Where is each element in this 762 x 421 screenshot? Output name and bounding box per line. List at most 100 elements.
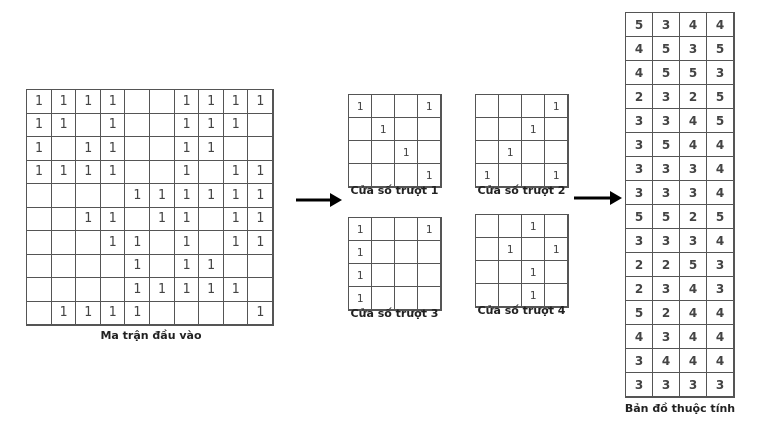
window-cell <box>394 117 418 141</box>
window-cell: 1 <box>521 260 545 284</box>
window-cell: 1 <box>348 217 372 241</box>
input-matrix-cell <box>124 89 150 114</box>
window-cell <box>544 214 568 238</box>
feature-map-cell: 4 <box>679 108 707 133</box>
feature-map-cell: 3 <box>652 84 680 109</box>
feature-map-cell: 3 <box>625 132 653 157</box>
feature-map-cell: 3 <box>652 228 680 253</box>
window-cell <box>498 117 522 141</box>
input-matrix-cell <box>198 206 224 231</box>
input-matrix-cell <box>148 230 175 255</box>
window-cell <box>417 263 441 287</box>
input-matrix-cell: 1 <box>26 136 52 161</box>
input-matrix-cell: 1 <box>198 112 224 137</box>
input-matrix-cell: 1 <box>99 300 126 325</box>
window-cell: 1 <box>417 163 441 187</box>
window-cell <box>544 283 568 307</box>
input-matrix-cell <box>26 300 52 325</box>
window-cell: 1 <box>371 117 395 141</box>
feature-map-cell: 3 <box>679 372 707 397</box>
feature-map-cell: 4 <box>679 12 707 37</box>
feature-map-cell: 5 <box>652 36 680 61</box>
feature-map-cell: 3 <box>625 348 653 373</box>
window-cell: 1 <box>544 237 568 261</box>
feature-map-cell: 3 <box>652 108 680 133</box>
feature-map-cell: 3 <box>625 372 653 397</box>
window-cell <box>544 260 568 284</box>
input-matrix-cell: 1 <box>75 136 101 161</box>
window-cell: 1 <box>348 263 372 287</box>
window-cell <box>417 140 441 164</box>
input-matrix-cell <box>148 253 175 278</box>
input-matrix-cell: 1 <box>148 206 175 231</box>
input-matrix-cell <box>26 253 52 278</box>
feature-map-cell: 2 <box>679 204 707 229</box>
window-cell: 1 <box>348 94 372 118</box>
input-matrix-cell <box>50 277 77 302</box>
window-cell <box>521 237 545 261</box>
input-matrix-cell: 1 <box>124 277 150 302</box>
feature-map-cell: 2 <box>652 300 680 325</box>
input-matrix-cell: 1 <box>99 159 126 184</box>
feature-map-cell: 3 <box>679 180 707 205</box>
input-matrix-cell <box>198 230 224 255</box>
input-matrix-cell <box>75 277 101 302</box>
input-matrix-cell: 1 <box>50 89 77 114</box>
input-matrix-cell: 1 <box>222 183 249 208</box>
feature-map-cell: 4 <box>706 300 734 325</box>
input-matrix-cell: 1 <box>99 89 126 114</box>
feature-map-cell: 5 <box>625 12 653 37</box>
sliding-window-2-caption: Cửa số trượt 2 <box>477 184 566 197</box>
input-matrix-cell <box>247 253 273 278</box>
input-matrix-cell: 1 <box>50 159 77 184</box>
input-matrix-cell <box>75 183 101 208</box>
window-cell: 1 <box>544 94 568 118</box>
input-matrix-cell: 1 <box>173 183 200 208</box>
feature-map-cell: 4 <box>706 180 734 205</box>
window-cell: 1 <box>417 217 441 241</box>
input-matrix-cell <box>222 136 249 161</box>
input-matrix-cell <box>75 230 101 255</box>
input-matrix-cell: 1 <box>173 253 200 278</box>
input-matrix-cell: 1 <box>222 159 249 184</box>
input-matrix-cell: 1 <box>247 183 273 208</box>
input-matrix-cell: 1 <box>173 230 200 255</box>
input-matrix-cell <box>148 300 175 325</box>
feature-map-cell: 4 <box>706 348 734 373</box>
input-matrix-cell: 1 <box>222 89 249 114</box>
input-matrix-cell <box>247 112 273 137</box>
feature-map-caption: Bản đồ thuộc tính <box>624 402 736 415</box>
input-matrix-cell: 1 <box>198 253 224 278</box>
input-matrix-cell: 1 <box>198 183 224 208</box>
input-matrix-cell: 1 <box>75 206 101 231</box>
window-cell: 1 <box>394 140 418 164</box>
feature-map-cell: 4 <box>625 324 653 349</box>
input-matrix-cell <box>26 206 52 231</box>
window-cell: 1 <box>521 214 545 238</box>
right-arrow-icon <box>574 191 622 205</box>
right-arrow-icon <box>296 193 342 207</box>
window-cell: 1 <box>521 117 545 141</box>
input-matrix-cell <box>148 112 175 137</box>
input-matrix-cell <box>75 112 101 137</box>
feature-map-cell: 3 <box>625 228 653 253</box>
input-matrix-cell: 1 <box>173 112 200 137</box>
window-cell <box>371 94 395 118</box>
input-matrix-cell: 1 <box>75 300 101 325</box>
feature-map-cell: 3 <box>679 228 707 253</box>
feature-map-cell: 2 <box>652 252 680 277</box>
window-cell <box>521 94 545 118</box>
feature-map-cell: 3 <box>652 156 680 181</box>
input-matrix-cell <box>99 253 126 278</box>
feature-map-cell: 5 <box>706 36 734 61</box>
window-cell <box>394 94 418 118</box>
input-matrix-cell <box>124 112 150 137</box>
feature-map-cell: 3 <box>625 156 653 181</box>
input-matrix-cell <box>50 183 77 208</box>
input-matrix-cell: 1 <box>124 300 150 325</box>
input-matrix-cell: 1 <box>26 159 52 184</box>
feature-map-cell: 4 <box>706 228 734 253</box>
input-matrix-cell: 1 <box>99 206 126 231</box>
